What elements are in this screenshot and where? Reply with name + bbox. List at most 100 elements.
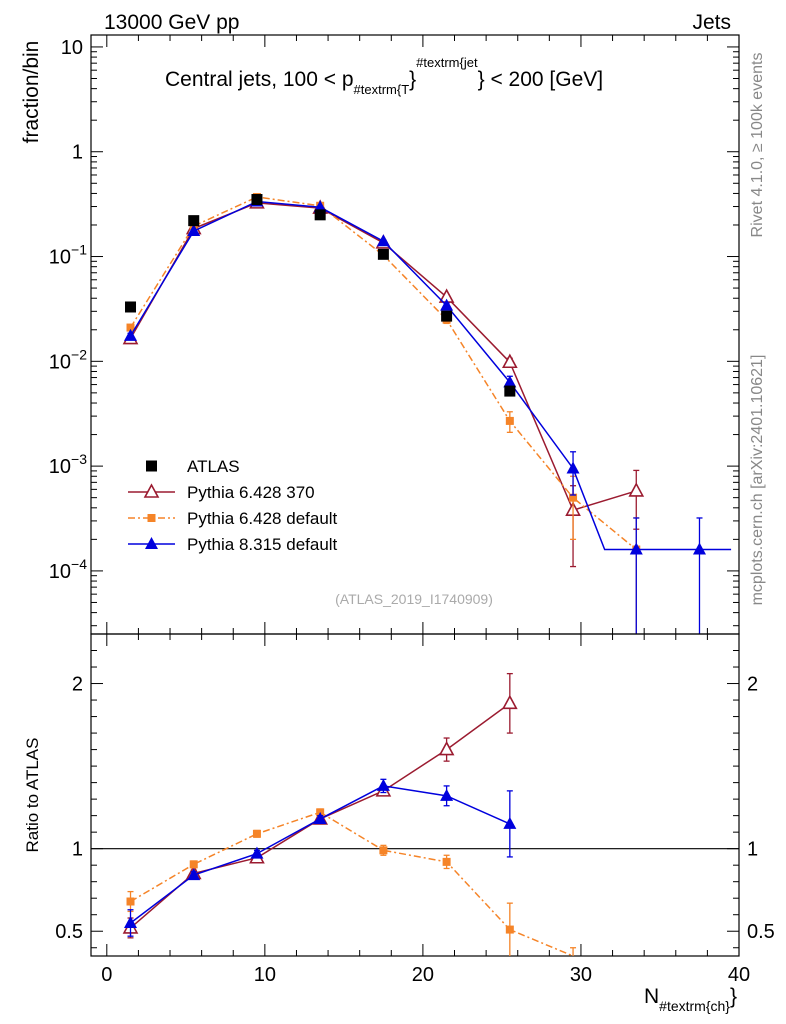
x-tick-label: 10 — [254, 964, 276, 986]
y-tick-base: 10 — [49, 247, 71, 269]
x-axis-label-subscript: #textrm{ch} — [659, 998, 730, 1014]
ratio-data-point — [313, 811, 327, 824]
y-tick-label: 10−4 — [49, 556, 87, 583]
ratio-data-point — [501, 694, 518, 710]
ratio-data-point — [505, 925, 514, 934]
main-data-point — [503, 375, 517, 388]
ratio-data-point — [126, 897, 135, 906]
y-tick-label: 1 — [72, 142, 83, 164]
main-data-point — [313, 200, 327, 213]
y-tick-base: 10 — [49, 561, 71, 583]
main-data-point — [501, 353, 518, 369]
ratio-series-pythia-8-315-default — [124, 778, 517, 937]
main-data-point — [566, 461, 580, 474]
main-data-point — [376, 234, 390, 247]
main-data-point — [124, 328, 138, 341]
category-label: Jets — [692, 11, 731, 34]
ratio-data-point — [124, 915, 138, 928]
ratio-frame — [90, 633, 740, 957]
main-data-point — [441, 310, 453, 322]
main-data-point — [569, 493, 578, 502]
legend-marker — [143, 483, 160, 498]
main-data-point — [188, 215, 200, 227]
y-tick-base: 10 — [49, 351, 71, 373]
legend-entry: ATLAS — [146, 457, 240, 476]
legend-label: Pythia 6.428 default — [187, 509, 338, 528]
analysis-watermark: (ATLAS_2019_I1740909) — [335, 591, 493, 607]
ratio-y-axis: 0.5 0.5 1 1 2 2 — [55, 650, 775, 949]
ratio-series-layer — [122, 672, 577, 957]
main-x-ticks — [106, 35, 740, 634]
y-tick-label: 10−2 — [49, 346, 87, 373]
ratio-y-tick-label-right: 2 — [747, 674, 758, 696]
ratio-series-line — [130, 811, 574, 957]
ratio-y-tick-label: 0.5 — [55, 921, 83, 943]
legend-entry: Pythia 6.428 default — [128, 509, 338, 528]
ratio-y-tick-label-right: 0.5 — [747, 921, 775, 943]
main-data-point — [251, 194, 263, 206]
ratio-data-point — [440, 788, 454, 801]
ratio-series-line — [130, 785, 511, 924]
y-tick-exponent: −2 — [71, 346, 87, 362]
y-tick-exponent: −3 — [71, 451, 87, 467]
title-mid: } — [409, 68, 416, 91]
main-y-label: fraction/bin — [20, 41, 43, 144]
title-prefix: Central jets, 100 < p — [165, 68, 354, 91]
rivet-version-label: Rivet 4.1.0, ≥ 100k events — [749, 53, 766, 238]
ratio-data-point — [376, 778, 390, 791]
y-tick-base: 10 — [49, 456, 71, 478]
legend: ATLAS Pythia 6.428 370 Pythia 6.428 defaul… — [128, 457, 338, 554]
ratio-data-point — [442, 857, 451, 866]
main-series-atlas — [125, 194, 516, 397]
ratio-data-point — [503, 816, 517, 829]
ratio-y-label: Ratio to ATLAS — [23, 738, 42, 853]
y-tick-label: 10−3 — [49, 451, 87, 478]
main-data-point — [125, 301, 137, 313]
legend-label: Pythia 6.428 370 — [187, 483, 315, 502]
x-axis-label-base: N — [644, 985, 659, 1008]
y-tick-base: 1 — [72, 142, 83, 164]
main-data-point — [504, 385, 516, 397]
main-data-point — [187, 224, 201, 237]
title-suffix: } < 200 [GeV] — [478, 68, 604, 91]
y-tick-label: 10 — [61, 37, 83, 59]
y-tick-base: 10 — [61, 37, 83, 59]
legend-marker — [147, 514, 156, 522]
ratio-y-tick-label: 1 — [72, 839, 83, 861]
legend-label: ATLAS — [187, 457, 240, 476]
main-data-point — [505, 416, 514, 425]
main-title: Central jets, 100 < p#textrm{T}#textrm{j… — [165, 55, 603, 97]
main-data-point — [126, 323, 135, 332]
ratio-y-tick-label-right: 1 — [747, 839, 758, 861]
legend-marker — [145, 537, 158, 549]
x-tick-label: 20 — [412, 964, 434, 986]
ratio-panel: 0.5 0.5 1 1 2 2 0 10 20 30 40 Ratio to ATLAS N#te… — [23, 633, 775, 1014]
ratio-series-pythia-6-428-default — [126, 808, 577, 957]
title-subscript: #textrm{T — [354, 82, 410, 97]
ratio-data-point — [438, 740, 455, 756]
x-tick-label: 0 — [101, 964, 112, 986]
y-tick-exponent: −4 — [71, 556, 87, 572]
main-data-point — [629, 542, 643, 555]
main-series-layer — [122, 192, 732, 634]
x-tick-label: 40 — [728, 964, 750, 986]
energy-label: 13000 GeV pp — [104, 11, 239, 34]
legend-entry: Pythia 6.428 370 — [128, 483, 315, 502]
source-label: mcplots.cern.ch [arXiv:2401.10621] — [749, 355, 766, 606]
x-axis-label: N#textrm{ch}} — [644, 985, 737, 1014]
ratio-data-point — [189, 860, 198, 869]
main-data-point — [377, 248, 389, 260]
main-series-pythia-8-315-default — [124, 194, 732, 634]
ratio-series-pythia-6-428-370 — [122, 672, 518, 939]
legend-entry: Pythia 8.315 default — [128, 535, 338, 554]
x-tick-label: 30 — [570, 964, 592, 986]
title-superscript: #textrm{jet — [416, 55, 478, 70]
y-tick-label: 10−1 — [49, 242, 87, 269]
ratio-y-tick-label: 2 — [72, 674, 83, 696]
ratio-data-point — [379, 846, 388, 855]
main-data-point — [440, 298, 454, 311]
main-data-point — [628, 482, 645, 497]
